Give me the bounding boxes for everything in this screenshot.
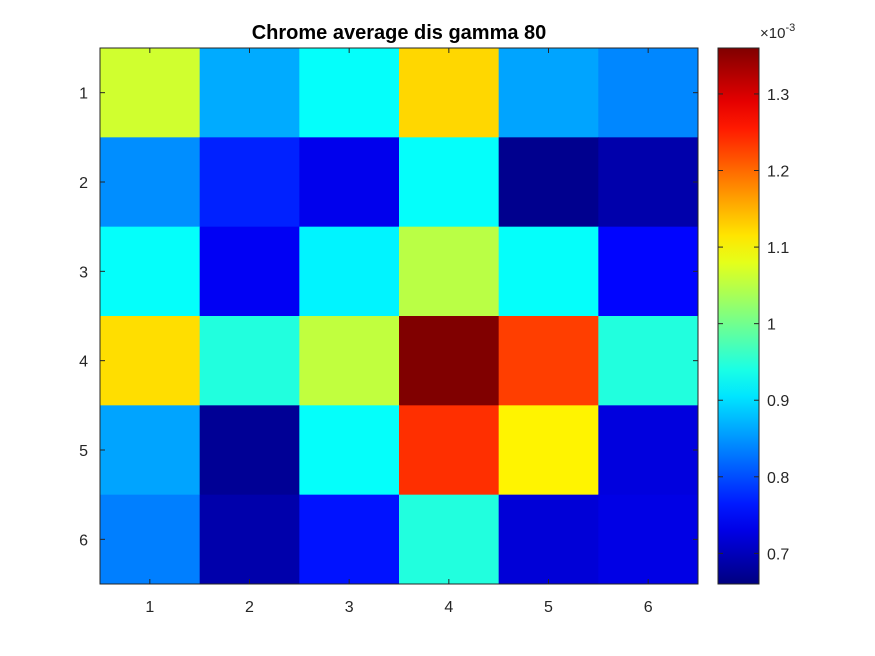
x-tick-label: 3: [345, 599, 354, 616]
heatmap-cell: [399, 316, 500, 406]
colorbar: [718, 48, 759, 584]
heatmap-cell: [598, 48, 699, 138]
heatmap-cell: [299, 137, 400, 228]
heatmap-cell: [100, 48, 201, 138]
heatmap-cell: [598, 316, 699, 406]
heatmap-cell: [299, 48, 400, 138]
heatmap-cell: [598, 494, 699, 585]
heatmap-cell: [199, 48, 300, 138]
y-axis: 1 2 3 4 5 6: [79, 86, 698, 549]
colorbar-tick-label: 1: [767, 317, 776, 334]
colorbar-tick-label: 1.1: [767, 240, 789, 257]
heatmap-cell: [498, 226, 599, 317]
heatmap-cell: [399, 405, 500, 496]
y-tick-label: 3: [79, 264, 88, 281]
heatmap-cell: [100, 316, 201, 406]
heatmap-cell: [498, 137, 599, 228]
heatmap-cell: [100, 226, 201, 317]
colorbar-tick-label: 0.9: [767, 393, 789, 410]
heatmap-cell: [299, 316, 400, 406]
heatmap-cell: [199, 137, 300, 228]
colorbar-exponent: ×10-3: [760, 22, 795, 42]
colorbar-tick-label: 0.8: [767, 470, 789, 487]
heatmap-cell: [199, 226, 300, 317]
heatmap-cell: [100, 405, 201, 496]
x-axis: 1 2 3 4 5 6: [145, 48, 653, 616]
heatmap-cell: [299, 405, 400, 496]
heatmap-cell: [199, 316, 300, 406]
heatmap-cell: [399, 48, 500, 138]
y-tick-label: 1: [79, 86, 88, 103]
x-tick-label: 4: [444, 599, 453, 616]
heatmap-cell: [498, 316, 599, 406]
y-tick-label: 6: [79, 532, 88, 549]
heatmap-cell: [598, 137, 699, 228]
heatmap-cell: [399, 226, 500, 317]
heatmap-cell: [199, 494, 300, 585]
colorbar-tick-label: 1.2: [767, 164, 789, 181]
heatmap-cell: [100, 494, 201, 585]
chart-title: Chrome average dis gamma 80: [252, 22, 547, 44]
colorbar-frame: [717, 47, 760, 585]
plot-frame: [99, 47, 699, 585]
x-tick-label: 1: [145, 599, 154, 616]
heatmap-cell: [100, 137, 201, 228]
y-tick-label: 4: [79, 354, 88, 371]
heatmap-cell: [498, 405, 599, 496]
heatmap-cell: [299, 494, 400, 585]
x-tick-label: 6: [644, 599, 653, 616]
colorbar-tick-label: 1.3: [767, 87, 789, 104]
heatmap-cell: [299, 226, 400, 317]
colorbar-tick-label: 0.7: [767, 546, 789, 563]
x-tick-label: 5: [544, 599, 553, 616]
heatmap-cell: [399, 137, 500, 228]
y-tick-label: 2: [79, 175, 88, 192]
heatmap-cell: [498, 494, 599, 585]
y-tick-label: 5: [79, 443, 88, 460]
x-tick-label: 2: [245, 599, 254, 616]
heatmap-cells: [100, 48, 699, 585]
heatmap-cell: [598, 226, 699, 317]
heatmap-cell: [598, 405, 699, 496]
heatmap-cell: [399, 494, 500, 585]
heatmap-cell: [498, 48, 599, 138]
heatmap-cell: [199, 405, 300, 496]
colorbar-ticks: 0.7 0.8 0.9 1 1.1 1.2 1.3: [718, 87, 789, 563]
